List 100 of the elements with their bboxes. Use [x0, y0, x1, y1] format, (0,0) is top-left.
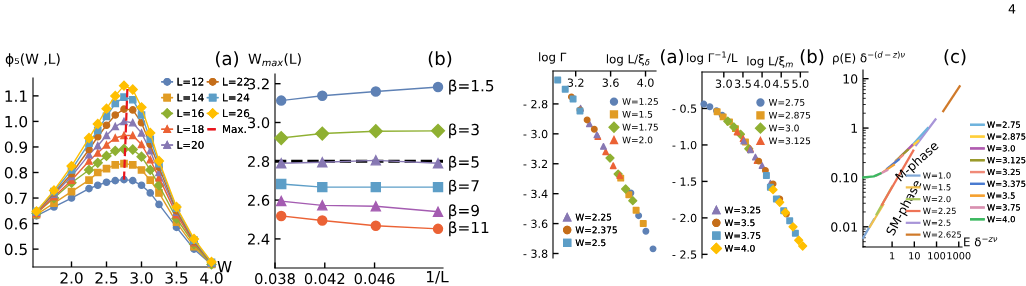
y-tick-label: 0.9 — [4, 141, 28, 153]
x-tick-label: 3.0 — [130, 272, 153, 284]
legend-label: L=24 — [223, 93, 250, 102]
y-tick-label: 0.7 — [4, 192, 27, 205]
series-label: β=11 — [449, 221, 489, 237]
y-tick-label: - 3.0 — [523, 129, 548, 139]
legend-label: W=4.0 — [987, 216, 1015, 223]
y-tick-label: 1.1 — [5, 90, 27, 102]
legend-label: W=2.0 — [922, 195, 951, 203]
chart-title: (b) — [800, 49, 824, 66]
series-label: β=3 — [449, 123, 479, 139]
chart-title: (a) — [215, 51, 239, 68]
legend-label: W=2.75 — [987, 121, 1020, 128]
legend-label: W=1.5 — [622, 111, 653, 118]
y-tick-label: 0.5 — [4, 243, 27, 256]
legend-label: W=3.25 — [724, 206, 761, 214]
legend-label: W=4.0 — [724, 244, 755, 252]
legend-label: W=3.0 — [987, 145, 1015, 152]
x-tick-label: 3.2 — [567, 78, 584, 87]
y-tick-label: - 1.0 — [672, 140, 697, 150]
legend-label: W=2.625 — [922, 231, 962, 238]
chart-title: (c) — [944, 49, 966, 66]
legend-label: W=2.5 — [922, 219, 951, 226]
legend-label: L=22 — [223, 77, 249, 86]
y-tick-label: - 3.8 — [523, 249, 548, 258]
x-axis-title: log L/ξ$_{m}$ — [747, 56, 793, 68]
y-tick-label: - 2.8 — [523, 99, 548, 109]
x-tick-label: 4.0 — [637, 78, 654, 87]
series-label: β=9 — [449, 204, 479, 220]
x-tick-label: 0.038 — [255, 273, 295, 285]
x-tick-label: 10 — [909, 252, 920, 260]
x-axis-title: W — [217, 261, 232, 273]
x-axis-title: log L/ξ$_{δ}$ — [606, 54, 650, 66]
legend-label: W=2.875 — [768, 111, 811, 119]
legend-label: L=12 — [177, 77, 204, 86]
x-tick-label: 4.5 — [772, 79, 790, 88]
y-tick-label: - 1.5 — [672, 177, 697, 186]
legend-label: W=3.75 — [724, 232, 761, 239]
y-tick-label: 0.8 — [4, 166, 28, 179]
y-tick-label: - 3.2 — [523, 159, 548, 169]
x-tick-label: 100 — [928, 252, 946, 260]
legend-label: L=14 — [177, 93, 204, 102]
text: W=3.0 — [768, 124, 799, 132]
x-tick-label: 0.042 — [304, 273, 345, 285]
y-axis-title: ϕ₅(W ,L) — [5, 53, 60, 67]
y-axis-title: log Γ$^{−1}$/L — [687, 51, 738, 65]
x-tick-label: 1000 — [947, 252, 971, 260]
y-tick-label: 0.01 — [831, 222, 857, 232]
legend-label: W=2.875 — [987, 133, 1026, 140]
series-label: β=1.5 — [449, 79, 494, 95]
text: 4 — [1008, 4, 1016, 14]
legend-label: W=3.5 — [724, 219, 755, 227]
legend-label: L=18 — [177, 125, 204, 134]
chart-title: (a) — [660, 49, 684, 66]
x-axis-title: E δ$^{−zν}$ — [964, 237, 998, 247]
legend-label: L=26 — [223, 109, 250, 118]
y-tick-label: 0.6 — [4, 218, 28, 230]
x-tick-label: 3.6 — [602, 78, 619, 87]
x-tick-label: 2.0 — [60, 272, 83, 284]
legend-label: W=3.75 — [987, 204, 1020, 211]
x-tick-label: 5.0 — [792, 79, 809, 88]
legend-label: W=1.25 — [622, 98, 658, 105]
x-tick-label: 3.0 — [715, 79, 732, 88]
y-tick-label: - 3.6 — [523, 219, 548, 228]
x-tick-label: 4.0 — [200, 272, 223, 284]
x-tick-label: 2.5 — [95, 272, 118, 284]
y-tick-label: 2.4 — [248, 233, 270, 245]
y-tick-label: - 2.5 — [672, 250, 697, 259]
legend-label: W=3.375 — [987, 180, 1026, 187]
x-tick-label: 0.046 — [354, 273, 395, 285]
y-tick-label: 2.6 — [248, 194, 270, 206]
y-axis-title: ρ(E) δ$^{−(d−z)ν}$ — [833, 51, 905, 65]
legend-label: L=16 — [177, 109, 204, 118]
y-axis-title: log Γ — [539, 52, 567, 64]
y-tick-label: - 2.0 — [672, 213, 697, 223]
x-tick-label: 3.5 — [734, 79, 751, 88]
series-label: β=7 — [449, 179, 479, 195]
legend-label: W=2.5 — [575, 239, 606, 247]
legend-label: W=2.375 — [575, 226, 617, 234]
legend-label: Max. — [223, 125, 246, 134]
chart-title: (b) — [428, 51, 452, 68]
y-tick-label: - 0.5 — [672, 104, 697, 113]
y-tick-label: 1.0 — [5, 115, 28, 128]
legend-label: W=3.5 — [987, 192, 1015, 199]
y-tick-label: 1 — [851, 123, 857, 133]
y-tick-label: 2.8 — [248, 156, 270, 168]
series-label: β=5 — [449, 155, 479, 171]
legend-label: W=1.75 — [622, 123, 658, 131]
x-tick-label: 1 — [890, 252, 895, 260]
legend-label: L=20 — [177, 140, 204, 149]
y-tick-label: 0.10 — [831, 172, 858, 183]
legend-label: W=1.5 — [922, 184, 951, 191]
x-tick-label: 4.0 — [753, 79, 771, 88]
legend-label: W=3.25 — [987, 168, 1020, 176]
y-tick-label: - 3.4 — [523, 189, 548, 199]
legend-label: W=3.125 — [987, 156, 1026, 164]
x-axis-title: 1/L — [426, 271, 449, 284]
y-tick-label: 3.0 — [248, 117, 270, 129]
y-axis-title: W$_{max}$(L) — [248, 53, 301, 67]
legend-label: W=2.25 — [922, 207, 956, 215]
